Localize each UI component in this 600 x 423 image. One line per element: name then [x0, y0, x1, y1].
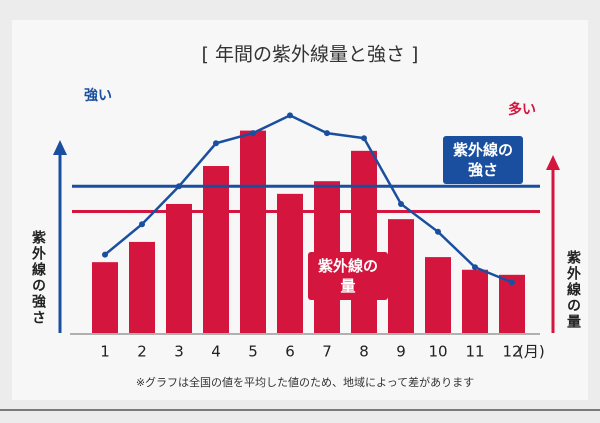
point — [287, 112, 293, 119]
x-tick-label: 3 — [174, 343, 184, 361]
bar — [240, 130, 266, 333]
bar — [425, 257, 451, 333]
x-tick-label: 8 — [359, 343, 369, 361]
x-tick-label: 11 — [465, 343, 484, 361]
x-unit: (月) — [518, 343, 545, 361]
bar — [203, 166, 229, 333]
bar — [351, 150, 377, 333]
bar — [129, 241, 155, 333]
point — [250, 130, 256, 137]
point — [509, 279, 515, 286]
chart-title: [ 年間の紫外線量と強さ ] — [202, 44, 419, 66]
bar — [462, 269, 488, 333]
point — [361, 135, 367, 142]
x-tick-label: 12 — [502, 343, 521, 361]
point — [398, 200, 404, 207]
point — [176, 183, 182, 190]
x-tick-label: 6 — [285, 343, 295, 361]
line-callout: 紫外線の強さ — [443, 136, 523, 184]
x-tick-label: 7 — [322, 343, 332, 361]
y-high-label: 強い — [84, 87, 112, 104]
y-axis-label: 紫外線の強さ — [30, 230, 46, 326]
bar — [388, 219, 414, 333]
arrow-head — [546, 155, 560, 170]
bar-callout: 紫外線の量 — [308, 252, 388, 300]
line — [104, 114, 513, 284]
x-tick-label: 5 — [248, 343, 258, 361]
footnote: ※グラフは全国の値を平均した値のため、地域によって差があります — [136, 375, 474, 389]
bar — [92, 262, 118, 333]
x-tick-label: 1 — [100, 343, 110, 361]
y2-high-label: 多い — [508, 101, 536, 118]
point — [139, 221, 145, 228]
x-tick-label: 4 — [211, 343, 221, 361]
y2-axis-label: 紫外線の量 — [565, 250, 581, 330]
point — [435, 228, 441, 235]
point — [324, 130, 330, 137]
x-tick-label: 2 — [137, 343, 147, 361]
point — [102, 251, 108, 258]
x-tick-label: 10 — [428, 343, 447, 361]
bar — [166, 203, 192, 333]
bar — [277, 193, 303, 333]
x-tick-label: 9 — [396, 343, 406, 361]
point — [472, 264, 478, 271]
arrow-head — [53, 140, 67, 155]
point — [213, 140, 219, 147]
